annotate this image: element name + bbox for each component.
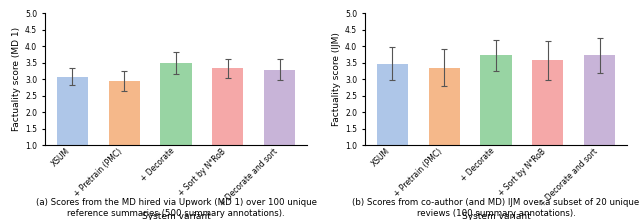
Text: (a) Scores from the MD hired via Upwork (MD 1) over 100 unique
reference summari: (a) Scores from the MD hired via Upwork … (35, 198, 317, 218)
Bar (429, 68, 460, 178)
X-axis label: System variant: System variant (461, 212, 531, 220)
X-axis label: System variant: System variant (141, 212, 211, 220)
Text: (b) Scores from co-author (and MD) IJM over a subset of 20 unique
reviews (100 s: (b) Scores from co-author (and MD) IJM o… (353, 198, 639, 218)
Y-axis label: Factuality score (IJM): Factuality score (IJM) (332, 32, 341, 126)
Bar (212, 68, 243, 178)
Bar (481, 55, 511, 178)
Bar (109, 81, 140, 178)
Bar (532, 60, 563, 178)
Y-axis label: Factuality score (MD 1): Factuality score (MD 1) (12, 27, 21, 131)
Bar (377, 64, 408, 178)
Bar (161, 63, 191, 178)
Bar (57, 77, 88, 178)
Bar (264, 70, 295, 178)
Bar (584, 55, 615, 178)
